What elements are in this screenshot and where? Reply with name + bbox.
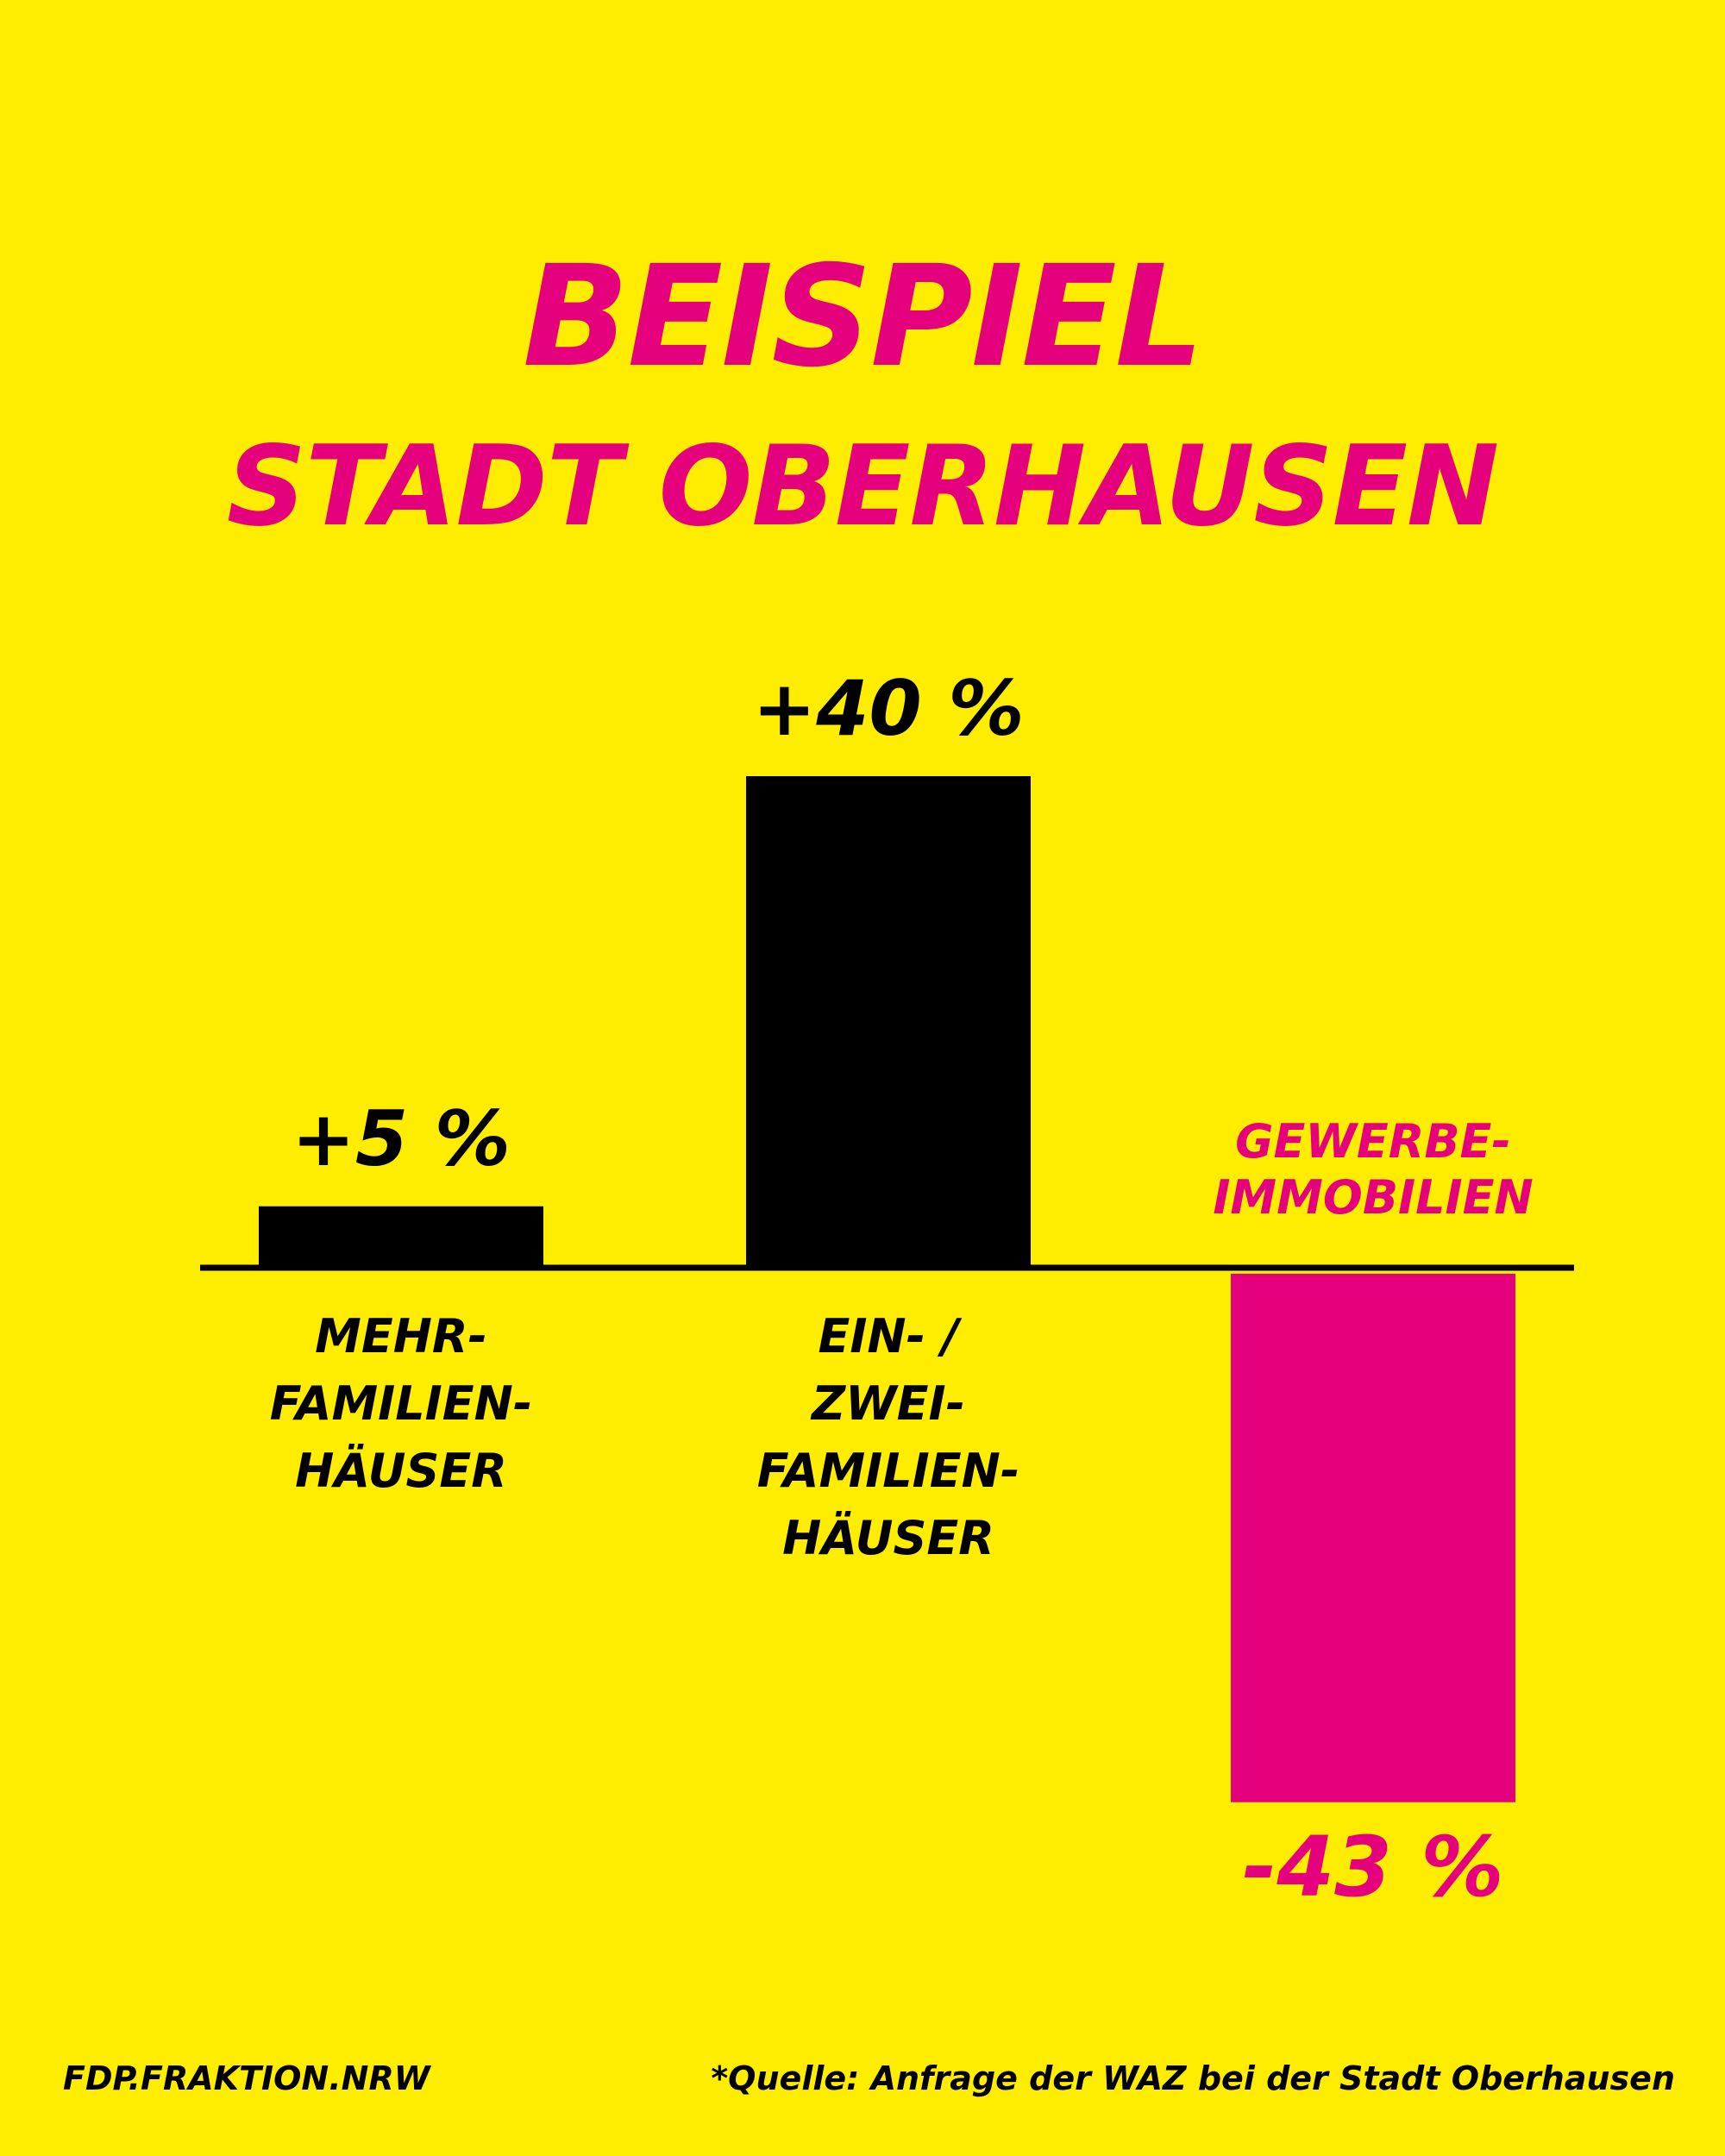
category-label-3: GEWERBE-IMMOBILIEN	[1213, 1114, 1533, 1225]
bar-1	[259, 1206, 543, 1268]
value-label-3: -43 %	[1242, 1819, 1503, 1915]
bar-3	[1231, 1274, 1515, 1802]
category-label-1: MEHR-FAMILIEN-HÄUSER	[270, 1309, 533, 1498]
value-label-2: +40 %	[752, 664, 1024, 753]
footer-source-note: *Quelle: Anfrage der WAZ bei der Stadt O…	[711, 2059, 1675, 2097]
title-line-2: STADT OBERHAUSEN	[226, 423, 1499, 551]
footer-brand: FDP.FRAKTION.NRW	[63, 2059, 430, 2097]
category-label-2: EIN- / ZWEI-FAMILIEN-HÄUSER	[757, 1309, 1020, 1565]
bar-2	[746, 776, 1031, 1268]
title-line-1: BEISPIEL	[523, 236, 1204, 398]
value-label-1: +5 %	[292, 1094, 511, 1183]
